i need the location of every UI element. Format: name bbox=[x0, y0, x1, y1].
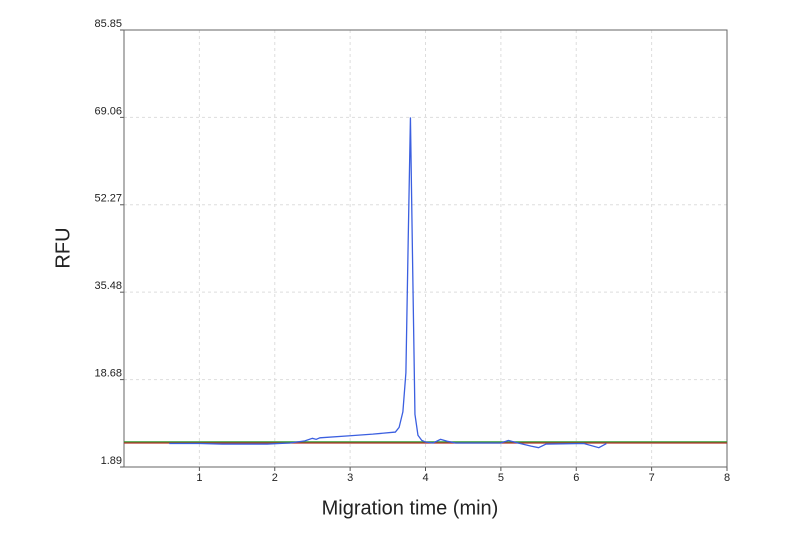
x-tick-label: 6 bbox=[573, 472, 579, 484]
y-tick-label: 35.48 bbox=[94, 280, 122, 292]
x-tick-label: 8 bbox=[724, 472, 730, 484]
y-tick-label: 1.89 bbox=[101, 455, 122, 467]
y-tick-label: 85.85 bbox=[94, 18, 122, 30]
y-tick-label: 52.27 bbox=[94, 193, 122, 205]
x-tick-label: 4 bbox=[422, 472, 428, 484]
x-tick-label: 7 bbox=[649, 472, 655, 484]
y-tick-label: 69.06 bbox=[94, 105, 122, 117]
y-tick-label: 18.68 bbox=[94, 368, 122, 380]
x-tick-label: 3 bbox=[347, 472, 353, 484]
trace-line bbox=[169, 117, 607, 449]
plot-frame bbox=[123, 29, 728, 468]
x-tick-label: 1 bbox=[196, 472, 202, 484]
x-tick-label: 2 bbox=[272, 472, 278, 484]
x-axis-label: Migration time (min) bbox=[322, 497, 499, 519]
x-tick-label: 5 bbox=[498, 472, 504, 484]
y-axis-label: RFU bbox=[52, 227, 74, 268]
